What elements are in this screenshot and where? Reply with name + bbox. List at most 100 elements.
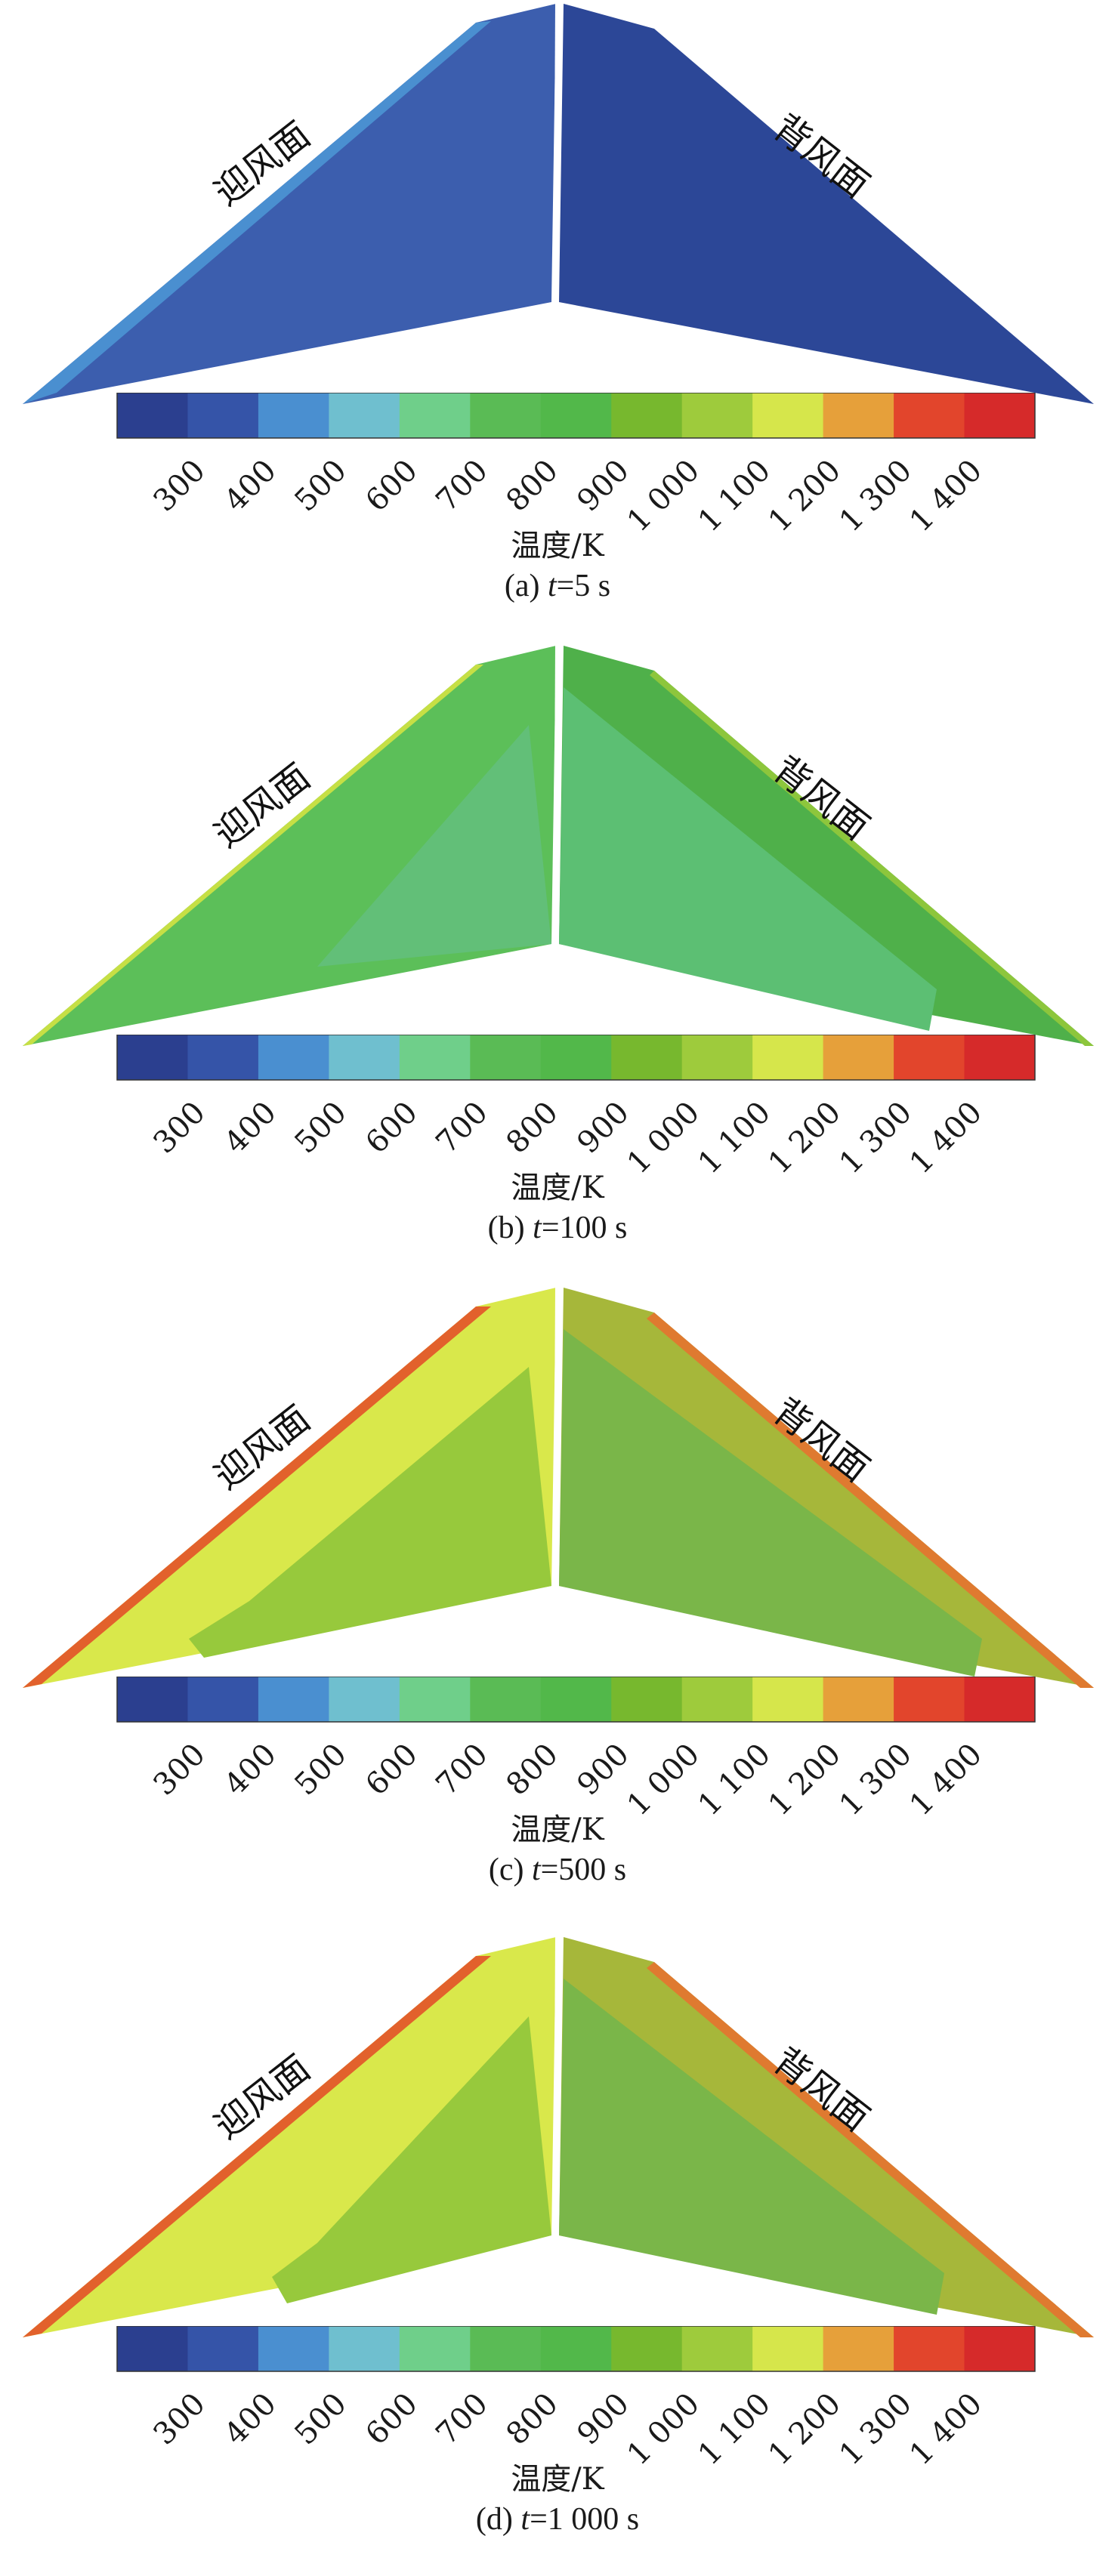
colorbar-cell [823,2326,894,2371]
colorbar-cell [258,1035,329,1080]
colorbar-cell [470,1677,542,1722]
colorbar-tick-label: 600 [358,453,425,519]
colorbar-cell [752,2326,824,2371]
wing-contour-b [23,643,1094,1046]
colorbar-cell [258,2326,329,2371]
colorbar-tick-label: 400 [217,1095,283,1161]
colorbar-cell [611,1677,683,1722]
panel-caption: (d) t=1 000 s [475,2502,640,2537]
colorbar-cell [187,1677,259,1722]
colorbar-tick-label: 500 [288,1737,354,1803]
panel-d: 迎风面 背风面 300 400 500 600 700 800 900 1 000 1 100 1… [0,1933,1115,2568]
colorbar-tick-label: 300 [147,1737,212,1803]
colorbar-unit: 温度/K [511,1812,604,1847]
colorbar-unit: 温度/K [511,529,604,563]
wing-contour-a [23,1,1094,404]
colorbar-cell [823,1035,894,1080]
colorbar-cell [611,1035,683,1080]
colorbar-frame [116,393,1036,439]
colorbar-cell [964,393,1036,438]
colorbar-tick-label: 700 [429,453,495,519]
colorbar-cell [894,2326,965,2371]
colorbar-unit: 温度/K [511,1171,604,1205]
wing-contour-c [23,1285,1094,1688]
colorbar-cell [894,1035,965,1080]
colorbar-cell [681,393,753,438]
colorbar-cell [329,393,400,438]
colorbar-tick-label: 400 [217,2386,283,2452]
root-gap [554,1,560,304]
panel-caption: (b) t=100 s [487,1211,628,1245]
windward-edge-band [23,21,491,404]
colorbar-tick-label: 700 [429,1737,495,1803]
colorbar-cell [540,1035,612,1080]
windward-core [189,1367,551,1658]
windward-edge-band [23,1307,491,1688]
colorbar-unit: 温度/K [511,2462,604,2497]
colorbar-tick-label: 300 [147,2386,212,2452]
colorbar-cell [187,393,259,438]
colorbar-cell [258,393,329,438]
colorbar-frame [116,1677,1036,1723]
colorbar-cell [117,393,188,438]
colorbar-cell [964,1677,1036,1722]
wing-contour-d [23,1934,1094,2337]
colorbar-tick-label: 700 [429,2386,495,2452]
leeward-core [559,687,937,1031]
colorbar-tick-label: 600 [358,1095,425,1161]
colorbar-cell [823,1677,894,1722]
colorbar-cell [540,1677,612,1722]
colorbar-cell [470,2326,542,2371]
leeward-edge-band [647,1962,1094,2337]
colorbar-frame [116,2326,1036,2372]
colorbar-cell [399,2326,471,2371]
panel-caption: (c) t=500 s [488,1853,627,1887]
colorbar-tick-label: 500 [288,1095,354,1161]
colorbar-cell [681,2326,753,2371]
colorbar-cell [117,1035,188,1080]
colorbar-cell [540,393,612,438]
leeward-core [559,1329,982,1677]
colorbar-tick-label: 800 [499,453,566,519]
colorbar-tick-label: 400 [217,453,283,519]
colorbar-tick-label: 600 [358,2386,425,2452]
colorbar [116,1035,1036,1081]
windward-core [272,2016,551,2303]
colorbar-tick-label: 800 [499,2386,566,2452]
panel-b: 迎风面 背风面 300 400 500 600 700 800 900 1 000 1 100 1… [0,642,1115,1276]
colorbar-cell [470,393,542,438]
panel-a: 迎风面 背风面 300 400 500 600 700 800 900 1 000 1 100 1… [0,0,1115,634]
colorbar-tick-label: 600 [358,1737,425,1803]
colorbar-cell [611,2326,683,2371]
panel-caption: (a) t=5 s [504,569,611,603]
leeward-core [559,1979,944,2315]
colorbar-cell [258,1677,329,1722]
colorbar-cell [894,393,965,438]
windward-edge-band [23,1956,491,2337]
colorbar-cell [329,1677,400,1722]
root-gap [554,1934,560,2238]
leeward-face [559,4,1094,404]
colorbar-cell [540,2326,612,2371]
panel-c: 迎风面 背风面 300 400 500 600 700 800 900 1 000 1 100 1… [0,1284,1115,1918]
colorbar-cell [894,1677,965,1722]
colorbar-cell [964,1035,1036,1080]
leeward-edge-band [650,671,1094,1046]
colorbar-tick-label: 500 [288,2386,354,2452]
colorbar [116,2326,1036,2372]
colorbar-tick-label: 700 [429,1095,495,1161]
colorbar-cell [611,393,683,438]
colorbar-cell [752,1035,824,1080]
root-gap [554,1285,560,1588]
colorbar-cell [681,1677,753,1722]
colorbar-cell [681,1035,753,1080]
colorbar-cell [823,393,894,438]
colorbar-cell [399,393,471,438]
leeward-edge-band [647,1313,1094,1688]
colorbar-tick-label: 400 [217,1737,283,1803]
colorbar-tick-label: 500 [288,453,354,519]
windward-edge-band [23,665,483,1046]
colorbar-cells [116,393,1036,439]
colorbar-tick-label: 800 [499,1737,566,1803]
colorbar-cells [116,1677,1036,1723]
